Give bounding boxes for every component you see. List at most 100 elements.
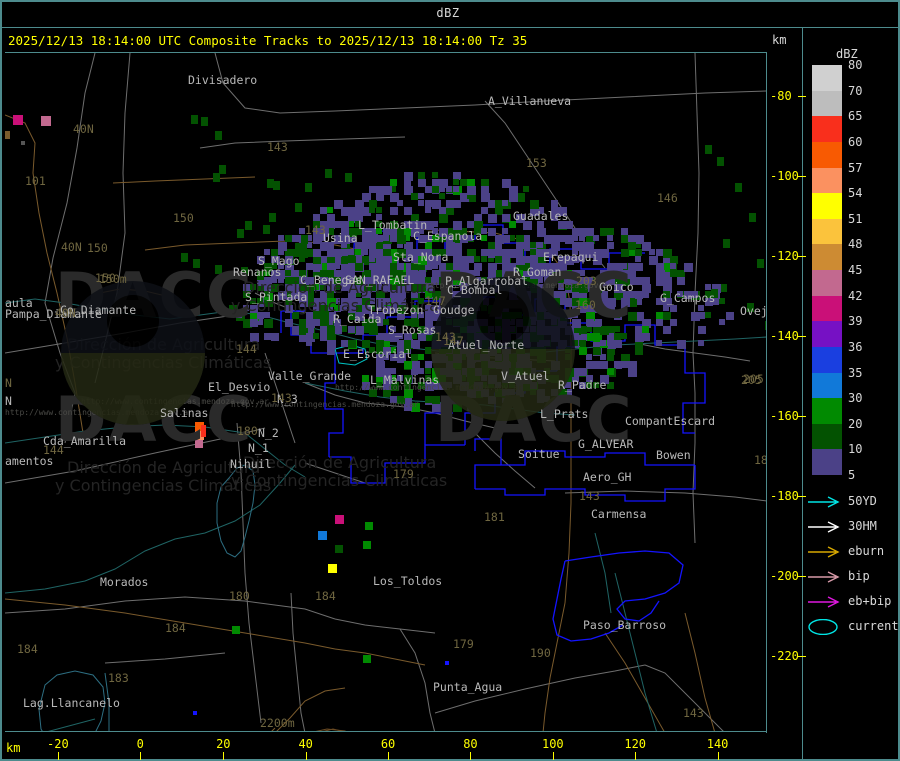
colorbar-segment[interactable] <box>812 193 842 219</box>
colorbar-segment[interactable] <box>812 141 842 168</box>
colorbar-segment[interactable] <box>812 270 842 296</box>
colorbar-segment[interactable] <box>812 218 842 245</box>
radar-echo-pixel <box>446 396 454 404</box>
colorbar[interactable] <box>812 65 842 475</box>
radar-echo-pixel <box>621 291 630 300</box>
radar-echo-pixel <box>219 165 226 174</box>
radar-map-axes[interactable]: DACC DACC DACC DACC Dirección de Agricul… <box>5 52 767 732</box>
radar-echo-pixel <box>495 298 503 306</box>
radar-echo-pixel <box>348 312 356 320</box>
colorbar-segment[interactable] <box>812 372 842 399</box>
radar-echo-pixel <box>355 277 363 285</box>
radar-echo-pixel <box>404 249 413 258</box>
radar-echo-pixel <box>404 340 413 349</box>
radar-echo-pixel <box>369 228 378 237</box>
radar-echo-pixel <box>328 564 337 573</box>
y-tick-mark <box>798 176 806 177</box>
colorbar-segment[interactable] <box>812 449 842 475</box>
colorbar-segment[interactable] <box>812 423 842 450</box>
radar-echo-pixel <box>516 270 523 277</box>
radar-echo-pixel <box>404 256 410 262</box>
colorbar-segment[interactable] <box>812 244 842 270</box>
radar-echo-pixel <box>621 270 630 279</box>
radar-echo-pixel <box>453 221 462 230</box>
track-legend-row[interactable]: bip <box>806 567 898 587</box>
radar-echo-pixel <box>278 235 284 241</box>
radar-echo-pixel <box>705 284 711 290</box>
radar-echo-pixel <box>334 298 340 304</box>
radar-echo-pixel <box>607 228 614 235</box>
radar-echo-pixel <box>264 319 273 328</box>
y-tick-label: -100 <box>770 169 799 183</box>
radar-echo-pixel <box>488 396 496 404</box>
radar-echo-pixel <box>355 326 364 335</box>
colorbar-segment[interactable] <box>812 295 842 322</box>
radar-echo-pixel <box>502 214 510 222</box>
place-label: Lag.Llancanelo <box>23 696 120 710</box>
route-label: 181 <box>484 510 505 524</box>
radar-echo-pixel <box>397 340 404 347</box>
place-label: Sta_Nora <box>393 250 449 264</box>
route-label: 179 <box>393 467 414 481</box>
radar-echo-pixel <box>502 319 508 325</box>
route-label: 150 <box>173 211 194 225</box>
colorbar-segment[interactable] <box>812 116 842 142</box>
radar-echo-pixel <box>365 522 373 530</box>
radar-echo-pixel <box>341 235 350 244</box>
y-tick-label: -200 <box>770 569 799 583</box>
radar-echo-pixel <box>516 249 523 256</box>
radar-echo-pixel <box>292 291 300 299</box>
radar-echo-pixel <box>586 277 595 286</box>
radar-echo-pixel <box>432 179 439 186</box>
radar-echo-pixel <box>572 242 581 251</box>
track-legend-row[interactable]: eburn <box>806 542 898 562</box>
radar-echo-pixel <box>488 249 497 258</box>
radar-echo-pixel <box>481 305 487 311</box>
radar-echo-pixel <box>656 277 665 286</box>
track-legend-row[interactable]: 50YD <box>806 492 898 512</box>
radar-echo-pixel <box>757 259 764 268</box>
radar-echo-pixel <box>698 305 704 311</box>
radar-echo-pixel <box>656 340 662 346</box>
radar-echo-pixel <box>397 242 403 248</box>
radar-echo-pixel <box>600 277 609 286</box>
radar-echo-pixel <box>348 270 354 276</box>
radar-echo-pixel <box>411 305 419 313</box>
radar-echo-pixel <box>425 396 432 403</box>
radar-echo-pixel <box>390 221 398 229</box>
colorbar-segment[interactable] <box>812 321 842 347</box>
radar-echo-pixel <box>677 270 685 278</box>
place-label: R_Caida <box>333 312 382 326</box>
radar-echo-pixel <box>516 242 523 249</box>
radar-echo-pixel <box>593 277 602 286</box>
radar-echo-pixel <box>523 235 530 242</box>
track-legend-row[interactable]: eb+bip <box>806 592 898 612</box>
radar-echo-pixel <box>390 270 398 278</box>
radar-echo-pixel <box>285 256 293 264</box>
radar-echo-pixel <box>320 221 328 229</box>
place-label: Usina <box>323 231 358 245</box>
radar-echo-pixel <box>418 249 427 258</box>
radar-echo-pixel <box>621 263 627 269</box>
radar-echo-pixel <box>376 361 385 370</box>
radar-echo-pixel <box>453 249 462 258</box>
colorbar-segment[interactable] <box>812 65 842 91</box>
radar-echo-pixel <box>663 249 672 258</box>
colorbar-segment[interactable] <box>812 346 842 373</box>
radar-echo-pixel <box>551 235 560 244</box>
radar-echo-pixel <box>191 115 198 124</box>
radar-echo-pixel <box>439 354 446 361</box>
radar-echo-pixel <box>411 340 419 348</box>
colorbar-segment[interactable] <box>812 90 842 117</box>
radar-echo-pixel <box>593 235 599 241</box>
radar-echo-pixel <box>628 361 634 367</box>
radar-echo-pixel <box>607 340 613 346</box>
colorbar-segment[interactable] <box>812 167 842 194</box>
radar-echo-pixel <box>572 340 578 346</box>
radar-echo-pixel <box>516 298 523 305</box>
track-legend-row[interactable]: current <box>806 617 899 637</box>
colorbar-segment[interactable] <box>812 398 842 424</box>
radar-echo-pixel <box>355 312 364 321</box>
radar-echo-pixel <box>299 333 308 342</box>
track-legend-row[interactable]: 30HM <box>806 517 898 537</box>
